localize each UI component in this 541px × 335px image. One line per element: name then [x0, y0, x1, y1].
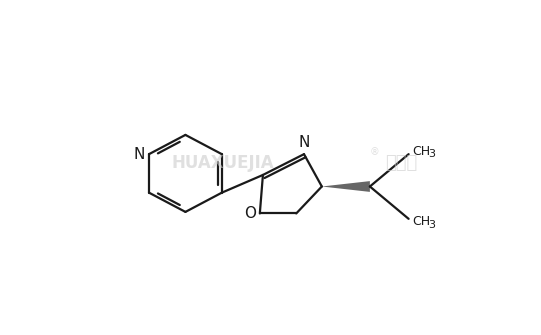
- Polygon shape: [322, 181, 370, 192]
- Text: 3: 3: [428, 149, 435, 159]
- Text: CH: CH: [412, 215, 431, 228]
- Text: N: N: [298, 135, 309, 149]
- Text: HUAXUEJIA: HUAXUEJIA: [171, 154, 274, 173]
- Text: 化学加: 化学加: [385, 154, 417, 173]
- Text: CH: CH: [412, 145, 431, 157]
- Text: 3: 3: [428, 220, 435, 230]
- Text: O: O: [244, 206, 256, 221]
- Text: ®: ®: [370, 147, 380, 157]
- Text: N: N: [134, 147, 145, 162]
